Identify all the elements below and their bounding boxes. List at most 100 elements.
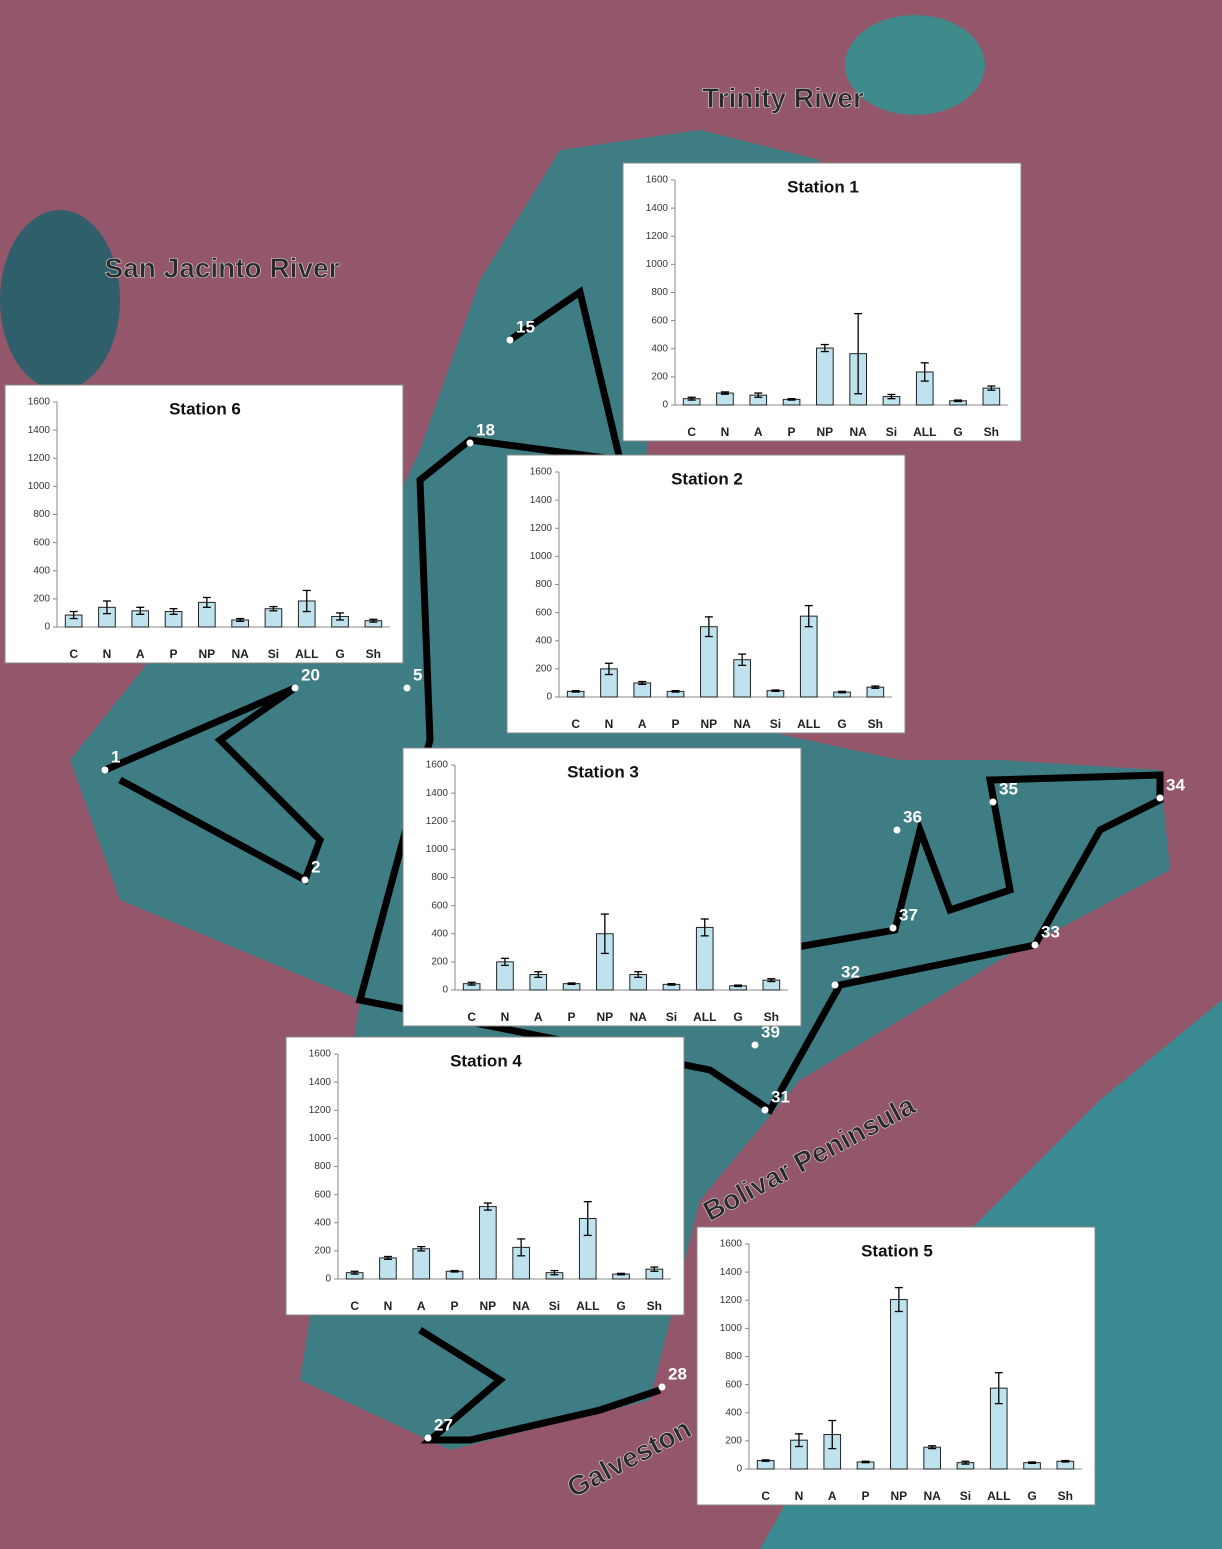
x-tick-label: ALL: [987, 1489, 1010, 1503]
bar: [497, 962, 514, 990]
bar: [380, 1258, 397, 1279]
y-tick-label: 400: [33, 565, 50, 576]
x-tick-label: Si: [549, 1299, 560, 1313]
y-tick-label: 800: [314, 1161, 331, 1172]
x-tick-label: G: [953, 425, 962, 439]
x-tick-label: Sh: [1058, 1489, 1073, 1503]
y-tick-label: 1000: [530, 551, 553, 562]
station-label: 28: [668, 1364, 687, 1383]
x-tick-label: Si: [770, 717, 781, 731]
y-tick-label: 200: [33, 594, 50, 605]
station-label: 34: [1166, 775, 1185, 794]
y-tick-label: 1200: [530, 523, 553, 534]
y-tick-label: 600: [651, 315, 668, 326]
x-tick-label: Si: [666, 1010, 677, 1024]
station-label: 33: [1041, 922, 1060, 941]
x-tick-label: P: [170, 647, 178, 661]
station-label: 27: [434, 1415, 453, 1434]
station-dot: [990, 799, 997, 806]
y-tick-label: 200: [314, 1246, 331, 1257]
y-tick-label: 0: [325, 1274, 331, 1285]
station-label: 32: [841, 962, 860, 981]
station-dot: [467, 440, 474, 447]
river-water: [0, 210, 120, 390]
bar: [817, 348, 834, 405]
x-tick-label: Sh: [984, 425, 999, 439]
y-tick-label: 1000: [720, 1323, 743, 1334]
station-dot: [292, 685, 299, 692]
station-dot: [752, 1042, 759, 1049]
station-dot: [890, 925, 897, 932]
y-tick-label: 0: [44, 622, 50, 633]
map-figure: Trinity RiverSan Jacinto RiverBolivar Pe…: [0, 0, 1222, 1549]
bar: [717, 393, 734, 405]
y-tick-label: 200: [535, 664, 552, 675]
y-tick-label: 400: [314, 1217, 331, 1228]
y-tick-label: 200: [651, 372, 668, 383]
y-tick-label: 800: [651, 287, 668, 298]
x-tick-label: NP: [701, 717, 718, 731]
x-tick-label: C: [69, 647, 78, 661]
bar: [701, 627, 718, 697]
x-tick-label: G: [837, 717, 846, 731]
x-tick-label: Sh: [868, 717, 883, 731]
station-dot: [1157, 795, 1164, 802]
y-tick-label: 1400: [309, 1077, 332, 1088]
x-tick-label: Si: [960, 1489, 971, 1503]
station-label: 20: [301, 665, 320, 684]
y-tick-label: 800: [535, 579, 552, 590]
y-tick-label: 600: [535, 607, 552, 618]
x-tick-label: N: [501, 1010, 510, 1024]
bar: [696, 927, 713, 990]
x-tick-label: N: [721, 425, 730, 439]
lake: [845, 15, 985, 115]
x-tick-label: P: [568, 1010, 576, 1024]
y-tick-label: 400: [651, 343, 668, 354]
y-tick-label: 0: [546, 692, 552, 703]
x-tick-label: C: [761, 1489, 770, 1503]
y-tick-label: 800: [33, 509, 50, 520]
x-tick-label: G: [733, 1010, 742, 1024]
x-tick-label: N: [795, 1489, 804, 1503]
station-label: 37: [899, 905, 918, 924]
y-tick-label: 1600: [646, 175, 669, 186]
x-tick-label: NP: [199, 647, 216, 661]
x-tick-label: C: [571, 717, 580, 731]
x-tick-label: A: [638, 717, 647, 731]
x-tick-label: N: [384, 1299, 393, 1313]
x-tick-label: A: [136, 647, 145, 661]
chart-title: Station 5: [861, 1241, 933, 1260]
bar: [480, 1207, 497, 1279]
x-tick-label: A: [754, 425, 763, 439]
y-tick-label: 1400: [28, 425, 51, 436]
y-tick-label: 1200: [28, 453, 51, 464]
y-tick-label: 600: [314, 1189, 331, 1200]
y-tick-label: 1600: [530, 467, 553, 478]
y-tick-label: 800: [725, 1351, 742, 1362]
x-tick-label: ALL: [797, 717, 820, 731]
x-tick-label: C: [350, 1299, 359, 1313]
station-dot: [425, 1435, 432, 1442]
y-tick-label: 1600: [28, 397, 51, 408]
y-tick-label: 0: [442, 985, 448, 996]
y-tick-label: 1000: [426, 844, 449, 855]
x-tick-label: Si: [886, 425, 897, 439]
station-label: 1: [111, 747, 120, 766]
station-label: 35: [999, 779, 1018, 798]
y-tick-label: 1400: [426, 788, 449, 799]
x-tick-label: Sh: [366, 647, 381, 661]
x-tick-label: P: [672, 717, 680, 731]
chart-title: Station 6: [169, 399, 241, 418]
x-tick-label: G: [616, 1299, 625, 1313]
y-tick-label: 1400: [530, 495, 553, 506]
chart: Station 502004006008001000120014001600CN…: [697, 1227, 1095, 1505]
chart-title: Station 4: [450, 1051, 522, 1070]
x-tick-label: NP: [891, 1489, 908, 1503]
chart: Station 302004006008001000120014001600CN…: [403, 748, 801, 1026]
x-tick-label: A: [828, 1489, 837, 1503]
station-dot: [404, 685, 411, 692]
y-tick-label: 1200: [646, 231, 669, 242]
y-tick-label: 600: [725, 1379, 742, 1390]
bar: [800, 616, 817, 697]
